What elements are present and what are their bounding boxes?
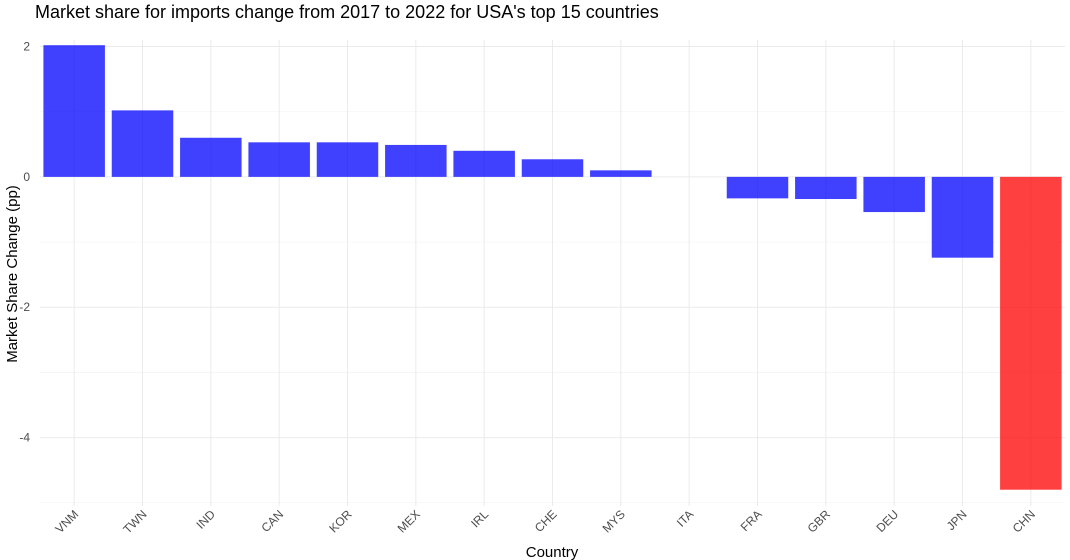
y-axis-title: Market Share Change (pp): [4, 185, 21, 363]
y-tick-label: -2: [19, 300, 30, 314]
grid-lines: [40, 40, 1065, 506]
bar-mys: [590, 170, 652, 177]
x-axis-title: Country: [526, 544, 579, 560]
x-tick-label: CHE: [532, 507, 560, 535]
x-tick-label: FRA: [738, 507, 765, 534]
y-tick-label: -4: [19, 431, 30, 445]
x-tick-label: DEU: [873, 507, 901, 535]
bar-twn: [111, 110, 174, 177]
x-tick-label: MYS: [600, 507, 628, 535]
y-tick-label: 2: [23, 40, 30, 54]
bar-kor: [316, 142, 379, 177]
x-axis-ticks: VNM TWN IND CAN KOR MEX IRL CHE MYS ITA FRA GBR DEU J…: [53, 507, 1038, 536]
x-tick-label: GBR: [805, 507, 834, 536]
x-tick-label: ITA: [674, 507, 696, 529]
y-axis-ticks: -4 -2 0 2: [19, 40, 30, 445]
bars: [43, 45, 1062, 490]
bar-can: [248, 142, 310, 177]
x-tick-label: TWN: [120, 507, 149, 536]
bar-vnm: [43, 45, 105, 177]
x-tick-label: CHN: [1010, 507, 1038, 535]
bar-gbr: [795, 176, 857, 200]
bar-chn: [1000, 176, 1062, 490]
x-tick-label: VNM: [53, 507, 82, 536]
bar-che: [521, 159, 584, 177]
x-tick-label: MEX: [395, 507, 423, 535]
bar-deu: [863, 176, 925, 213]
x-tick-label: KOR: [326, 507, 355, 536]
bar-jpn: [931, 176, 994, 258]
bar-mex: [385, 144, 447, 177]
chart-title: Market share for imports change from 201…: [35, 2, 659, 22]
y-tick-label: 0: [23, 170, 30, 184]
x-tick-label: CAN: [258, 507, 286, 535]
bar-ind: [180, 137, 242, 177]
bar-irl: [453, 150, 515, 177]
x-tick-label: JPN: [944, 507, 970, 533]
x-tick-label: IND: [193, 507, 218, 532]
x-tick-label: IRL: [468, 507, 491, 530]
bar-fra: [726, 176, 789, 199]
